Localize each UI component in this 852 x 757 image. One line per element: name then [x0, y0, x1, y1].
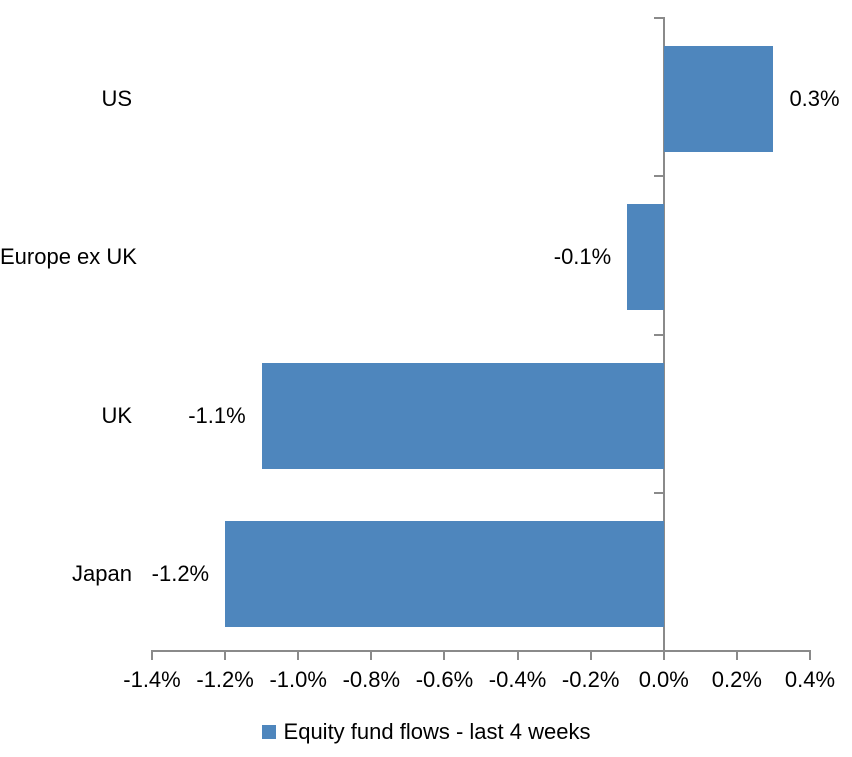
bar [627, 204, 664, 311]
value-label: 0.3% [789, 86, 840, 112]
x-tick-label: 0.4% [784, 667, 836, 692]
value-axis-line [151, 650, 811, 652]
x-tick-label: -0.8% [342, 667, 401, 692]
x-tick-label: -1.0% [269, 667, 327, 692]
category-tick [653, 333, 663, 336]
category-tick [653, 17, 663, 19]
value-label: -0.1% [553, 244, 612, 270]
x-tick [662, 652, 665, 660]
x-tick [224, 652, 227, 660]
x-tick [443, 652, 446, 660]
legend: Equity fund flows - last 4 weeks [0, 719, 852, 745]
category-label: UK [101, 402, 132, 428]
legend-swatch-icon [261, 725, 276, 739]
x-tick-label: -0.4% [488, 667, 547, 692]
category-label: US [101, 86, 132, 112]
x-tick [809, 652, 811, 660]
value-label: -1.2% [151, 560, 210, 586]
x-tick [735, 652, 738, 660]
x-tick [516, 652, 519, 660]
category-label: Europe ex UK [0, 244, 137, 270]
value-label: -1.1% [188, 402, 246, 428]
x-tick [589, 652, 592, 660]
bar [225, 520, 664, 627]
x-tick-label: 0.2% [711, 667, 762, 692]
x-tick-label: -0.2% [561, 667, 620, 692]
legend-label: Equity fund flows - last 4 weeks [283, 719, 591, 744]
category-tick [653, 491, 663, 494]
x-tick [370, 652, 373, 660]
category-axis-line [662, 17, 665, 660]
x-tick-label: -1.2% [196, 667, 254, 692]
x-tick-label: 0.0% [638, 667, 689, 692]
bar [663, 46, 774, 153]
category-tick [653, 175, 663, 178]
category-label: Japan [72, 560, 132, 586]
x-tick [151, 652, 153, 660]
x-tick-label: -1.4% [123, 667, 181, 692]
x-tick-label: -0.6% [415, 667, 474, 692]
bar [261, 362, 664, 469]
x-tick [297, 652, 300, 660]
